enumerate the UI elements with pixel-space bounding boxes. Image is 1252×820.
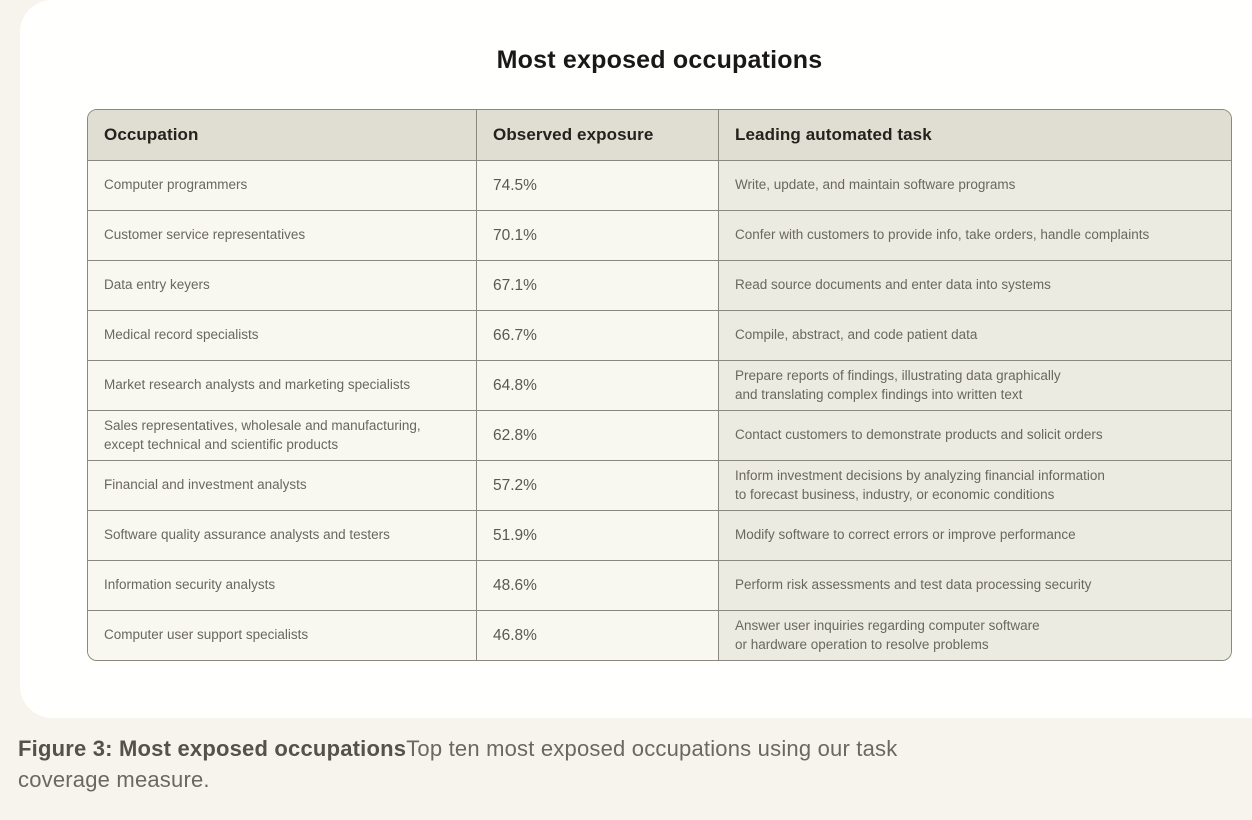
- exposure-cell: 51.9%: [476, 511, 718, 560]
- column-header-occupation: Occupation: [104, 125, 199, 144]
- exposure-cell: 64.8%: [476, 361, 718, 410]
- figure-caption-text: Top ten most exposed occupations using o…: [18, 736, 898, 792]
- table-row: Market research analysts and marketing s…: [88, 360, 1231, 410]
- occupations-table: Occupation Observed exposure Leading aut…: [87, 109, 1232, 661]
- figure-caption: Figure 3: Most exposed occupationsTop te…: [18, 734, 1248, 796]
- task-cell: Compile, abstract, and code patient data: [718, 311, 1231, 360]
- task-cell: Read source documents and enter data int…: [718, 261, 1231, 310]
- task-cell: Confer with customers to provide info, t…: [718, 211, 1231, 260]
- occupation-cell: Computer programmers: [88, 161, 476, 210]
- figure-title: Most exposed occupations: [496, 46, 823, 74]
- table-row: Financial and investment analysts 57.2% …: [88, 460, 1231, 510]
- table-header-row: Occupation Observed exposure Leading aut…: [88, 110, 1231, 160]
- exposure-cell: 46.8%: [476, 611, 718, 660]
- task-cell: Prepare reports of findings, illustratin…: [718, 361, 1231, 410]
- occupation-cell: Market research analysts and marketing s…: [88, 361, 476, 410]
- exposure-cell: 57.2%: [476, 461, 718, 510]
- occupation-cell: Financial and investment analysts: [88, 461, 476, 510]
- figure-card: Most exposed occupations Occupation Obse…: [20, 0, 1252, 718]
- table-row: Sales representatives, wholesale and man…: [88, 410, 1231, 460]
- task-cell: Perform risk assessments and test data p…: [718, 561, 1231, 610]
- task-cell: Write, update, and maintain software pro…: [718, 161, 1231, 210]
- table-row: Medical record specialists 66.7% Compile…: [88, 310, 1231, 360]
- occupation-cell: Computer user support specialists: [88, 611, 476, 660]
- occupation-cell: Medical record specialists: [88, 311, 476, 360]
- occupation-cell: Software quality assurance analysts and …: [88, 511, 476, 560]
- column-header-observed-exposure: Observed exposure: [476, 110, 718, 160]
- table-row: Information security analysts 48.6% Perf…: [88, 560, 1231, 610]
- task-cell: Contact customers to demonstrate product…: [718, 411, 1231, 460]
- figure-content: Most exposed occupations Occupation Obse…: [87, 0, 1232, 661]
- occupation-cell: Sales representatives, wholesale and man…: [88, 411, 476, 460]
- task-cell: Inform investment decisions by analyzing…: [718, 461, 1231, 510]
- exposure-cell: 70.1%: [476, 211, 718, 260]
- table-row: Software quality assurance analysts and …: [88, 510, 1231, 560]
- column-header-leading-automated-task: Leading automated task: [718, 110, 1231, 160]
- exposure-cell: 74.5%: [476, 161, 718, 210]
- exposure-cell: 67.1%: [476, 261, 718, 310]
- occupation-cell: Customer service representatives: [88, 211, 476, 260]
- task-cell: Modify software to correct errors or imp…: [718, 511, 1231, 560]
- occupation-cell: Data entry keyers: [88, 261, 476, 310]
- exposure-cell: 62.8%: [476, 411, 718, 460]
- figure-caption-label: Figure 3: Most exposed occupations: [18, 736, 407, 761]
- table-row: Customer service representatives 70.1% C…: [88, 210, 1231, 260]
- exposure-cell: 48.6%: [476, 561, 718, 610]
- task-cell: Answer user inquiries regarding computer…: [718, 611, 1231, 660]
- table-row: Computer user support specialists 46.8% …: [88, 610, 1231, 660]
- exposure-cell: 66.7%: [476, 311, 718, 360]
- occupation-cell: Information security analysts: [88, 561, 476, 610]
- table-row: Computer programmers 74.5% Write, update…: [88, 160, 1231, 210]
- table-row: Data entry keyers 67.1% Read source docu…: [88, 260, 1231, 310]
